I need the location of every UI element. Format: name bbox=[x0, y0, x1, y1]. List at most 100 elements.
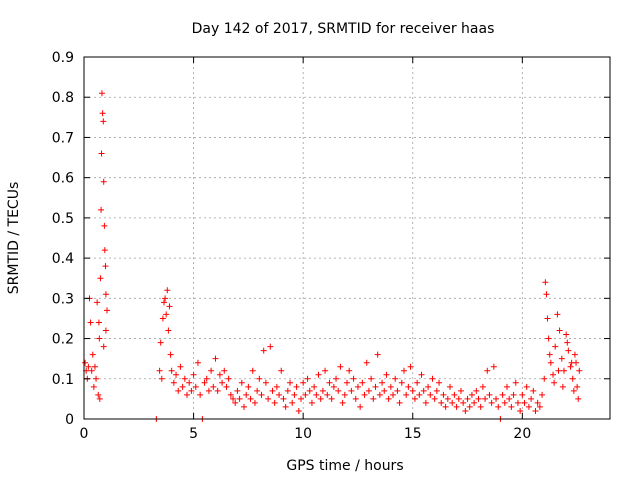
data-point bbox=[530, 387, 537, 394]
data-point bbox=[297, 395, 304, 402]
data-point bbox=[468, 391, 475, 398]
data-point bbox=[550, 371, 557, 378]
data-point bbox=[392, 375, 399, 382]
data-point bbox=[102, 263, 109, 270]
data-point bbox=[542, 279, 549, 286]
data-point bbox=[455, 395, 462, 402]
data-point bbox=[302, 391, 309, 398]
data-point bbox=[335, 387, 342, 394]
data-point bbox=[93, 375, 100, 382]
data-point bbox=[208, 367, 215, 374]
data-point bbox=[387, 383, 394, 390]
data-point bbox=[354, 383, 361, 390]
data-point bbox=[254, 387, 261, 394]
data-point bbox=[333, 375, 340, 382]
data-point bbox=[403, 391, 410, 398]
data-point bbox=[512, 379, 519, 386]
y-tick-label: 0.7 bbox=[52, 130, 74, 146]
data-point bbox=[197, 391, 204, 398]
data-point bbox=[88, 367, 95, 374]
y-tick-label: 0.5 bbox=[52, 211, 74, 227]
data-point bbox=[190, 371, 197, 378]
y-tick-label: 0.9 bbox=[52, 50, 74, 66]
data-point bbox=[101, 222, 108, 229]
data-point bbox=[163, 311, 170, 318]
data-point bbox=[376, 391, 383, 398]
y-axis-title: SRMTID / TECUs bbox=[6, 182, 22, 295]
data-point bbox=[363, 359, 370, 366]
data-point bbox=[552, 343, 559, 350]
data-point bbox=[543, 291, 550, 298]
data-point bbox=[567, 363, 574, 370]
data-point bbox=[560, 367, 567, 374]
data-point bbox=[569, 375, 576, 382]
data-point bbox=[157, 339, 164, 346]
data-point bbox=[214, 387, 221, 394]
data-point bbox=[523, 383, 530, 390]
data-point bbox=[457, 387, 464, 394]
data-point bbox=[368, 375, 375, 382]
data-point bbox=[240, 403, 247, 410]
data-point bbox=[575, 395, 582, 402]
data-point bbox=[341, 391, 348, 398]
data-point bbox=[223, 383, 230, 390]
data-point bbox=[503, 383, 510, 390]
data-point bbox=[102, 327, 109, 334]
x-tick-label: 0 bbox=[80, 426, 89, 442]
data-point bbox=[414, 379, 421, 386]
data-point bbox=[166, 303, 173, 310]
data-point bbox=[488, 399, 495, 406]
data-point bbox=[551, 379, 558, 386]
data-point bbox=[447, 383, 454, 390]
data-point bbox=[539, 391, 546, 398]
data-point bbox=[344, 379, 350, 386]
data-point bbox=[559, 383, 566, 390]
data-point bbox=[574, 383, 581, 390]
data-point bbox=[249, 367, 256, 374]
data-point bbox=[352, 395, 359, 402]
data-point bbox=[425, 383, 432, 390]
data-point bbox=[236, 395, 243, 402]
data-point bbox=[477, 403, 484, 410]
data-point bbox=[102, 291, 109, 298]
y-tick-label: 0.8 bbox=[52, 90, 74, 106]
data-point bbox=[267, 343, 274, 350]
data-point bbox=[258, 391, 265, 398]
data-point bbox=[256, 375, 263, 382]
data-point bbox=[85, 363, 92, 370]
data-point bbox=[284, 387, 291, 394]
data-point bbox=[400, 367, 407, 374]
x-tick-label: 5 bbox=[189, 426, 198, 442]
data-point bbox=[289, 399, 296, 406]
data-point bbox=[449, 399, 456, 406]
data-point bbox=[280, 395, 287, 402]
data-point bbox=[158, 375, 165, 382]
data-point bbox=[160, 299, 167, 306]
data-point bbox=[319, 387, 326, 394]
y-tick-label: 0.6 bbox=[52, 171, 74, 187]
data-point bbox=[374, 351, 381, 358]
chart-title: Day 142 of 2017, SRMTID for receiver haa… bbox=[192, 21, 495, 37]
data-point bbox=[91, 363, 98, 370]
data-point bbox=[381, 387, 388, 394]
data-point bbox=[216, 371, 223, 378]
data-point bbox=[276, 391, 283, 398]
data-point bbox=[324, 391, 331, 398]
data-point bbox=[315, 371, 322, 378]
data-point bbox=[365, 387, 372, 394]
data-point bbox=[411, 395, 418, 402]
data-point bbox=[210, 383, 217, 390]
data-point bbox=[168, 367, 175, 374]
data-point bbox=[97, 275, 104, 282]
data-point bbox=[532, 407, 539, 414]
data-point bbox=[282, 403, 289, 410]
plot-frame bbox=[83, 56, 611, 420]
data-point bbox=[278, 367, 285, 374]
data-point bbox=[184, 391, 191, 398]
data-point bbox=[317, 395, 324, 402]
data-point bbox=[429, 375, 436, 382]
data-point bbox=[444, 395, 451, 402]
data-point bbox=[473, 387, 480, 394]
data-point bbox=[194, 359, 201, 366]
